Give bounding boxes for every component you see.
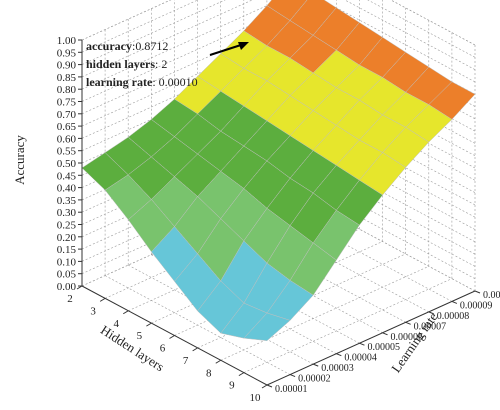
y-tick — [313, 363, 319, 367]
y-tick-label: 0.00001 — [275, 384, 308, 395]
axis-layer: 0.000.050.100.150.200.250.300.350.400.45… — [57, 35, 500, 404]
y-tick-label: 0.00003 — [321, 363, 354, 374]
annotation-lr-value: : 0.00010 — [152, 75, 197, 89]
z-tick-label: 0.95 — [57, 47, 77, 59]
z-tick-label: 0.20 — [57, 232, 77, 244]
y-tick — [289, 374, 296, 378]
svg-text:learning rate: 0.00010: learning rate: 0.00010 — [86, 75, 198, 89]
z-tick-label: 0.35 — [57, 195, 77, 207]
x-tick-label: 7 — [183, 355, 189, 367]
annotation-box: accuracy:0.8712 hidden layers: 2 learnin… — [86, 39, 198, 89]
y-axis-line — [266, 290, 476, 386]
y-tick — [382, 332, 388, 336]
annotation-layers-value: : 2 — [155, 57, 167, 71]
y-tick — [266, 384, 273, 388]
z-tick-label: 0.85 — [57, 72, 77, 84]
y-tick-label: 0.00004 — [344, 353, 377, 364]
y-tick-label: 0.00007 — [414, 321, 447, 332]
z-tick-label: 0.15 — [57, 244, 77, 256]
z-tick-label: 1.00 — [57, 35, 77, 47]
z-tick-label: 0.70 — [57, 109, 77, 121]
y-tick-label: 0.00009 — [460, 300, 493, 311]
y-tick-label: 0.00005 — [367, 342, 400, 353]
x-tick — [146, 322, 152, 327]
x-tick-label: 5 — [137, 330, 143, 342]
annotation-lr-label: learning rate — [86, 75, 153, 89]
x-tick-label: 10 — [250, 392, 262, 404]
z-tick-label: 0.50 — [57, 158, 77, 170]
x-axis-label: Hidden layers — [98, 322, 167, 374]
z-tick-label: 0.40 — [57, 183, 77, 195]
x-tick-label: 9 — [229, 380, 235, 392]
x-tick — [76, 285, 83, 290]
z-tick-label: 0.55 — [57, 146, 77, 158]
y-tick-label: 0.00010 — [483, 290, 500, 301]
x-tick-label: 4 — [114, 318, 120, 330]
z-tick-label: 0.45 — [57, 170, 77, 182]
x-tick-label: 8 — [206, 367, 212, 379]
surface-cell — [243, 312, 291, 341]
svg-text:hidden layers: 2: hidden layers: 2 — [86, 57, 167, 71]
y-tick — [451, 300, 458, 304]
x-tick — [169, 335, 175, 339]
x-tick — [215, 359, 222, 364]
z-tick-label: 0.65 — [57, 121, 77, 133]
y-tick — [359, 342, 365, 346]
x-tick — [192, 347, 198, 352]
z-tick-label: 0.75 — [57, 97, 77, 109]
x-tick — [261, 384, 268, 389]
x-tick — [99, 297, 106, 302]
x-tick-label: 2 — [67, 293, 73, 305]
y-tick — [428, 311, 434, 315]
z-tick-label: 0.30 — [57, 207, 77, 219]
z-tick-label: 0.25 — [57, 220, 77, 232]
y-tick — [474, 290, 481, 294]
annotation-accuracy-value: :0.8712 — [132, 39, 168, 53]
x-tick-label: 6 — [160, 343, 166, 355]
z-tick-label: 0.60 — [57, 133, 77, 145]
y-tick-label: 0.00006 — [391, 332, 424, 343]
x-tick — [238, 372, 245, 377]
z-tick-label: 0.80 — [57, 84, 77, 96]
z-tick-label: 0.05 — [57, 269, 77, 281]
surface-layer — [81, 0, 476, 341]
box-edge — [81, 0, 476, 46]
z-axis-label: Accuracy — [12, 135, 27, 185]
svg-text:accuracy:0.8712: accuracy:0.8712 — [86, 39, 168, 53]
y-tick-label: 0.00002 — [298, 374, 331, 385]
y-tick — [405, 321, 411, 325]
y-floor-grid-line — [266, 202, 453, 302]
z-tick-label: 0.10 — [57, 256, 77, 268]
z-tick-label: 0.00 — [57, 281, 77, 293]
annotation-layers-label: hidden layers — [86, 57, 155, 71]
z-tick-label: 0.90 — [57, 60, 77, 72]
annotation-arrow — [209, 42, 249, 56]
x-tick-label: 3 — [90, 305, 96, 317]
annotation-accuracy-label: accuracy — [86, 39, 132, 53]
x-tick — [122, 310, 129, 315]
y-tick-label: 0.00008 — [437, 311, 470, 322]
y-tick — [336, 353, 342, 357]
